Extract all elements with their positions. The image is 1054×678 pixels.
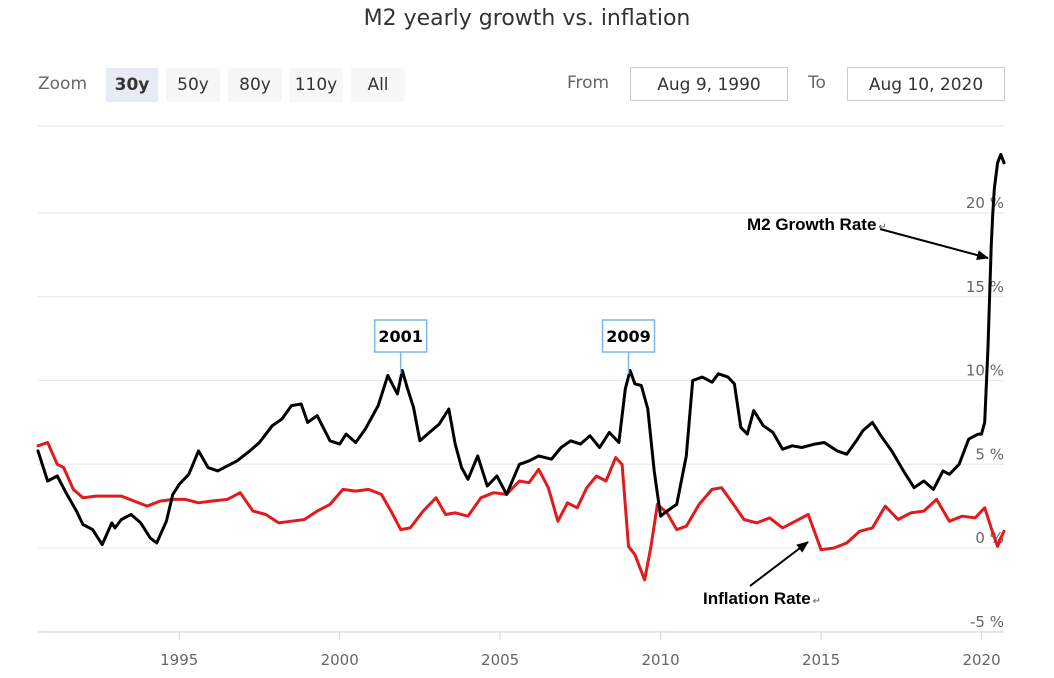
flag-label: 2009 [606, 327, 651, 346]
m2-growth-label: M2 Growth Rate ↵ [747, 215, 887, 234]
flag-2001: 2001 [373, 319, 428, 374]
x-tick-label: 2000 [321, 651, 359, 669]
flag-2009: 2009 [601, 319, 656, 374]
chart-title: M2 yearly growth vs. inflation [363, 6, 691, 31]
zoom-50y-button[interactable]: 50y [166, 68, 220, 102]
m2-growth-line [36, 152, 1006, 547]
y-tick-label: 10 % [966, 362, 1004, 380]
flag-box [373, 319, 428, 353]
x-tick-label: 2020 [962, 651, 1000, 669]
x-tick-label: 2010 [642, 651, 680, 669]
inflation-arrow [749, 541, 809, 587]
zoom-110y-button[interactable]: 110y [289, 68, 343, 102]
x-tick-label: 2015 [802, 651, 840, 669]
y-tick-label: -5 % [970, 613, 1004, 631]
from-date-input[interactable]: Aug 9, 1990 [630, 67, 788, 101]
zoom-all-button[interactable]: All [351, 68, 405, 102]
zoom-30y-button[interactable]: 30y [106, 68, 158, 102]
zoom-label: Zoom [38, 74, 88, 94]
m2-arrow [879, 228, 989, 260]
x-tick-label: 2005 [481, 651, 519, 669]
to-date-input[interactable]: Aug 10, 2020 [847, 67, 1005, 101]
flag-box [601, 319, 656, 353]
flag-label: 2001 [378, 327, 423, 346]
y-tick-label: 5 % [975, 445, 1004, 463]
from-label: From [567, 73, 610, 93]
x-tick-label: 1995 [160, 651, 198, 669]
zoom-80y-button[interactable]: 80y [228, 68, 282, 102]
y-tick-label: 20 % [966, 194, 1004, 212]
inflation-line [36, 441, 1006, 582]
y-tick-label: 15 % [966, 278, 1004, 296]
inflation-rate-label: Inflation Rate ↵ [703, 589, 821, 608]
to-label: To [808, 73, 826, 93]
